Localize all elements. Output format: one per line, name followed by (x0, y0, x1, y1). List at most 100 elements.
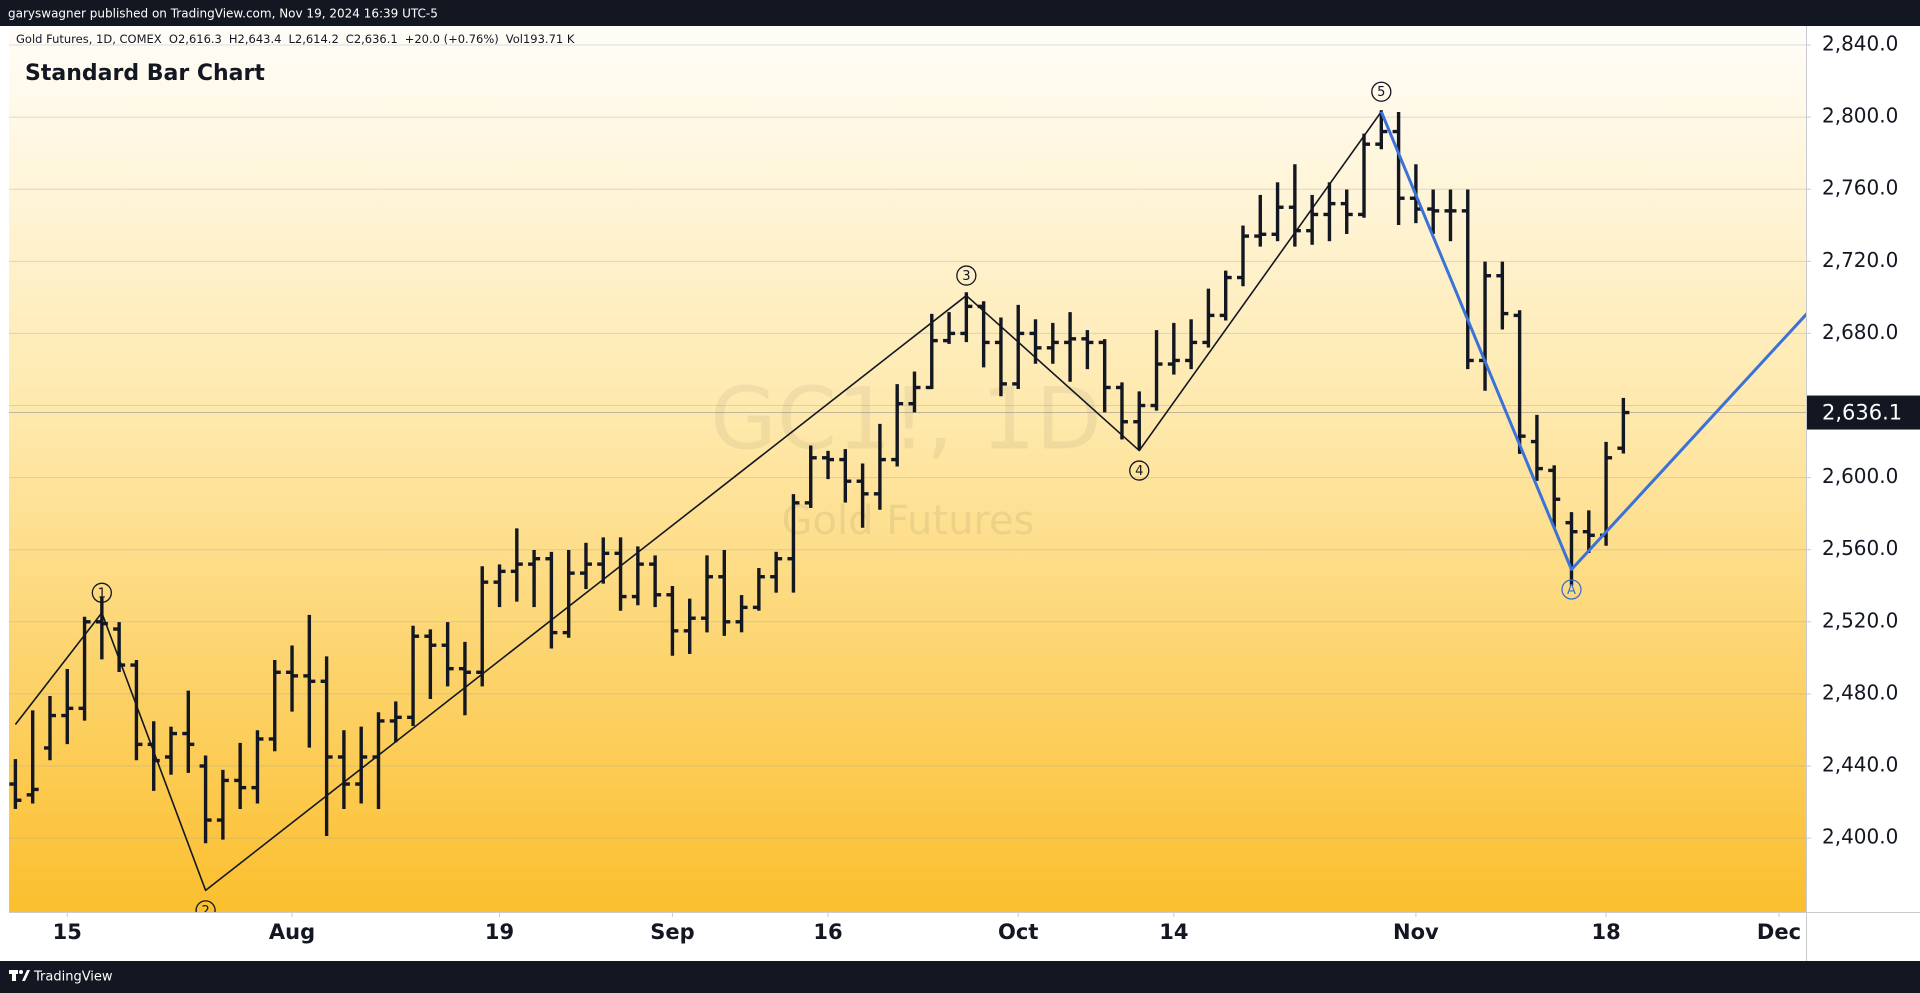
x-tick-label: 14 (1159, 920, 1188, 944)
ohlc-bar (234, 742, 247, 809)
ohlc-bar (251, 730, 264, 804)
ohlc-bar (752, 568, 765, 611)
ohlc-bar (407, 625, 420, 727)
ohlc-bar (735, 595, 748, 633)
legend-item-value: 2,616.3 (178, 32, 222, 46)
ohlc-bar (458, 641, 471, 716)
ohlc-bar (1582, 510, 1595, 554)
ohlc-bar (1115, 382, 1128, 440)
ohlc-bar (1254, 194, 1267, 247)
ohlc-bar (597, 537, 610, 584)
y-tick-label: 2,760.0 (1822, 176, 1898, 200)
ohlc-bar (908, 371, 921, 413)
x-tick-label: Dec (1757, 920, 1801, 944)
ohlc-bar (683, 598, 696, 654)
legend-item-label: O (169, 32, 178, 46)
ohlc-bar (804, 445, 817, 508)
ohlc-bar (528, 550, 541, 608)
ohlc-bar (1340, 189, 1353, 234)
ohlc-bar (787, 494, 800, 593)
ohlc-bar (770, 551, 783, 593)
y-tick-label: 2,560.0 (1822, 536, 1898, 560)
y-tick-label: 2,840.0 (1822, 32, 1898, 56)
ohlc-bar (268, 659, 281, 752)
wave-label-circle (1371, 81, 1392, 102)
wave-label: 4 (1135, 464, 1143, 479)
ohlc-bar (1375, 110, 1388, 150)
ohlc-bar (493, 564, 506, 608)
ohlc-bar (1219, 270, 1232, 321)
ohlc-bar (1236, 225, 1249, 287)
wave-label-circle (956, 265, 977, 286)
ohlc-bar (389, 701, 402, 743)
ohlc-bar (649, 555, 662, 608)
watermark-symbol: GC1!, 1D (710, 369, 1102, 469)
ohlc-bar (303, 614, 316, 748)
x-tick-label: 15 (53, 920, 82, 944)
ohlc-bar (1548, 465, 1561, 528)
y-tick-label: 2,400.0 (1822, 825, 1898, 849)
legend-item-label: L (288, 32, 295, 46)
ohlc-bar (822, 450, 835, 480)
ohlc-bar (510, 528, 523, 602)
ohlc-bar (286, 645, 299, 712)
x-tick-label: 16 (813, 920, 842, 944)
legend-change: +20.0 (+0.76%) (405, 32, 499, 46)
ohlc-bar (43, 696, 56, 761)
ohlc-bar (355, 726, 368, 804)
wave-label: A (1567, 583, 1576, 598)
ohlc-bar (579, 542, 592, 590)
ohlc-bar (61, 668, 74, 745)
watermark-name: Gold Futures (782, 498, 1035, 544)
x-tick-label: Aug (269, 920, 315, 944)
wave-label-circle (195, 900, 216, 912)
ohlc-bar (943, 312, 956, 344)
last-price-tag (1807, 395, 1920, 430)
wave-label: 3 (962, 269, 970, 284)
y-tick-label: 2,800.0 (1822, 104, 1898, 128)
ohlc-bar (320, 656, 333, 836)
legend-item-value: 2,643.4 (238, 32, 282, 46)
ohlc-bar (562, 550, 575, 638)
x-tick-label: 18 (1591, 920, 1620, 944)
ohlc-bar (216, 769, 229, 840)
ohlc-bar (891, 384, 904, 467)
ohlc-bar (1427, 189, 1440, 234)
ohlc-bar (1081, 330, 1094, 370)
y-tick-label: 2,720.0 (1822, 248, 1898, 272)
ohlc-bar (1202, 288, 1215, 348)
chart-title: Standard Bar Chart (25, 61, 265, 86)
ohlc-bar (1306, 194, 1319, 245)
plot-area: 1 2 3 4 5 A (9, 81, 1806, 912)
ohlc-bar (1046, 322, 1059, 364)
ohlc-bar (1617, 397, 1630, 454)
ohlc-bar (1012, 304, 1025, 389)
legend-item-label: C (346, 32, 354, 46)
brand-logo (9, 970, 30, 981)
ohlc-bar (925, 313, 938, 390)
y-tick-label: 2,440.0 (1822, 753, 1898, 777)
ohlc-bar (701, 555, 713, 633)
y-tick-label: 2,480.0 (1822, 680, 1898, 704)
legend-volume-label: Vol (506, 32, 523, 46)
last-price-label: 2,636.1 (1822, 401, 1902, 425)
ohlc-bar (1064, 312, 1077, 382)
brand-name: TradingView (33, 970, 113, 985)
x-tick-label: Oct (998, 920, 1038, 944)
ohlc-bar (631, 546, 644, 606)
ohlc-bar (545, 551, 558, 649)
legend-volume: 193.71 K (523, 32, 575, 46)
footer-bar (0, 961, 1920, 993)
x-tick-label: 19 (485, 920, 514, 944)
ohlc-bar (441, 622, 454, 687)
ohlc-bar (1323, 182, 1336, 242)
y-tick-label: 2,600.0 (1822, 464, 1898, 488)
y-tick-label: 2,520.0 (1822, 608, 1898, 632)
ohlc-bar (1530, 414, 1543, 481)
legend-symbol: Gold Futures, 1D, COMEX (16, 32, 162, 46)
ohlc-bar (994, 317, 1007, 397)
ohlc-bar (1444, 189, 1457, 242)
ohlc-bar (1029, 319, 1042, 364)
ohlc-bar (1167, 322, 1180, 375)
